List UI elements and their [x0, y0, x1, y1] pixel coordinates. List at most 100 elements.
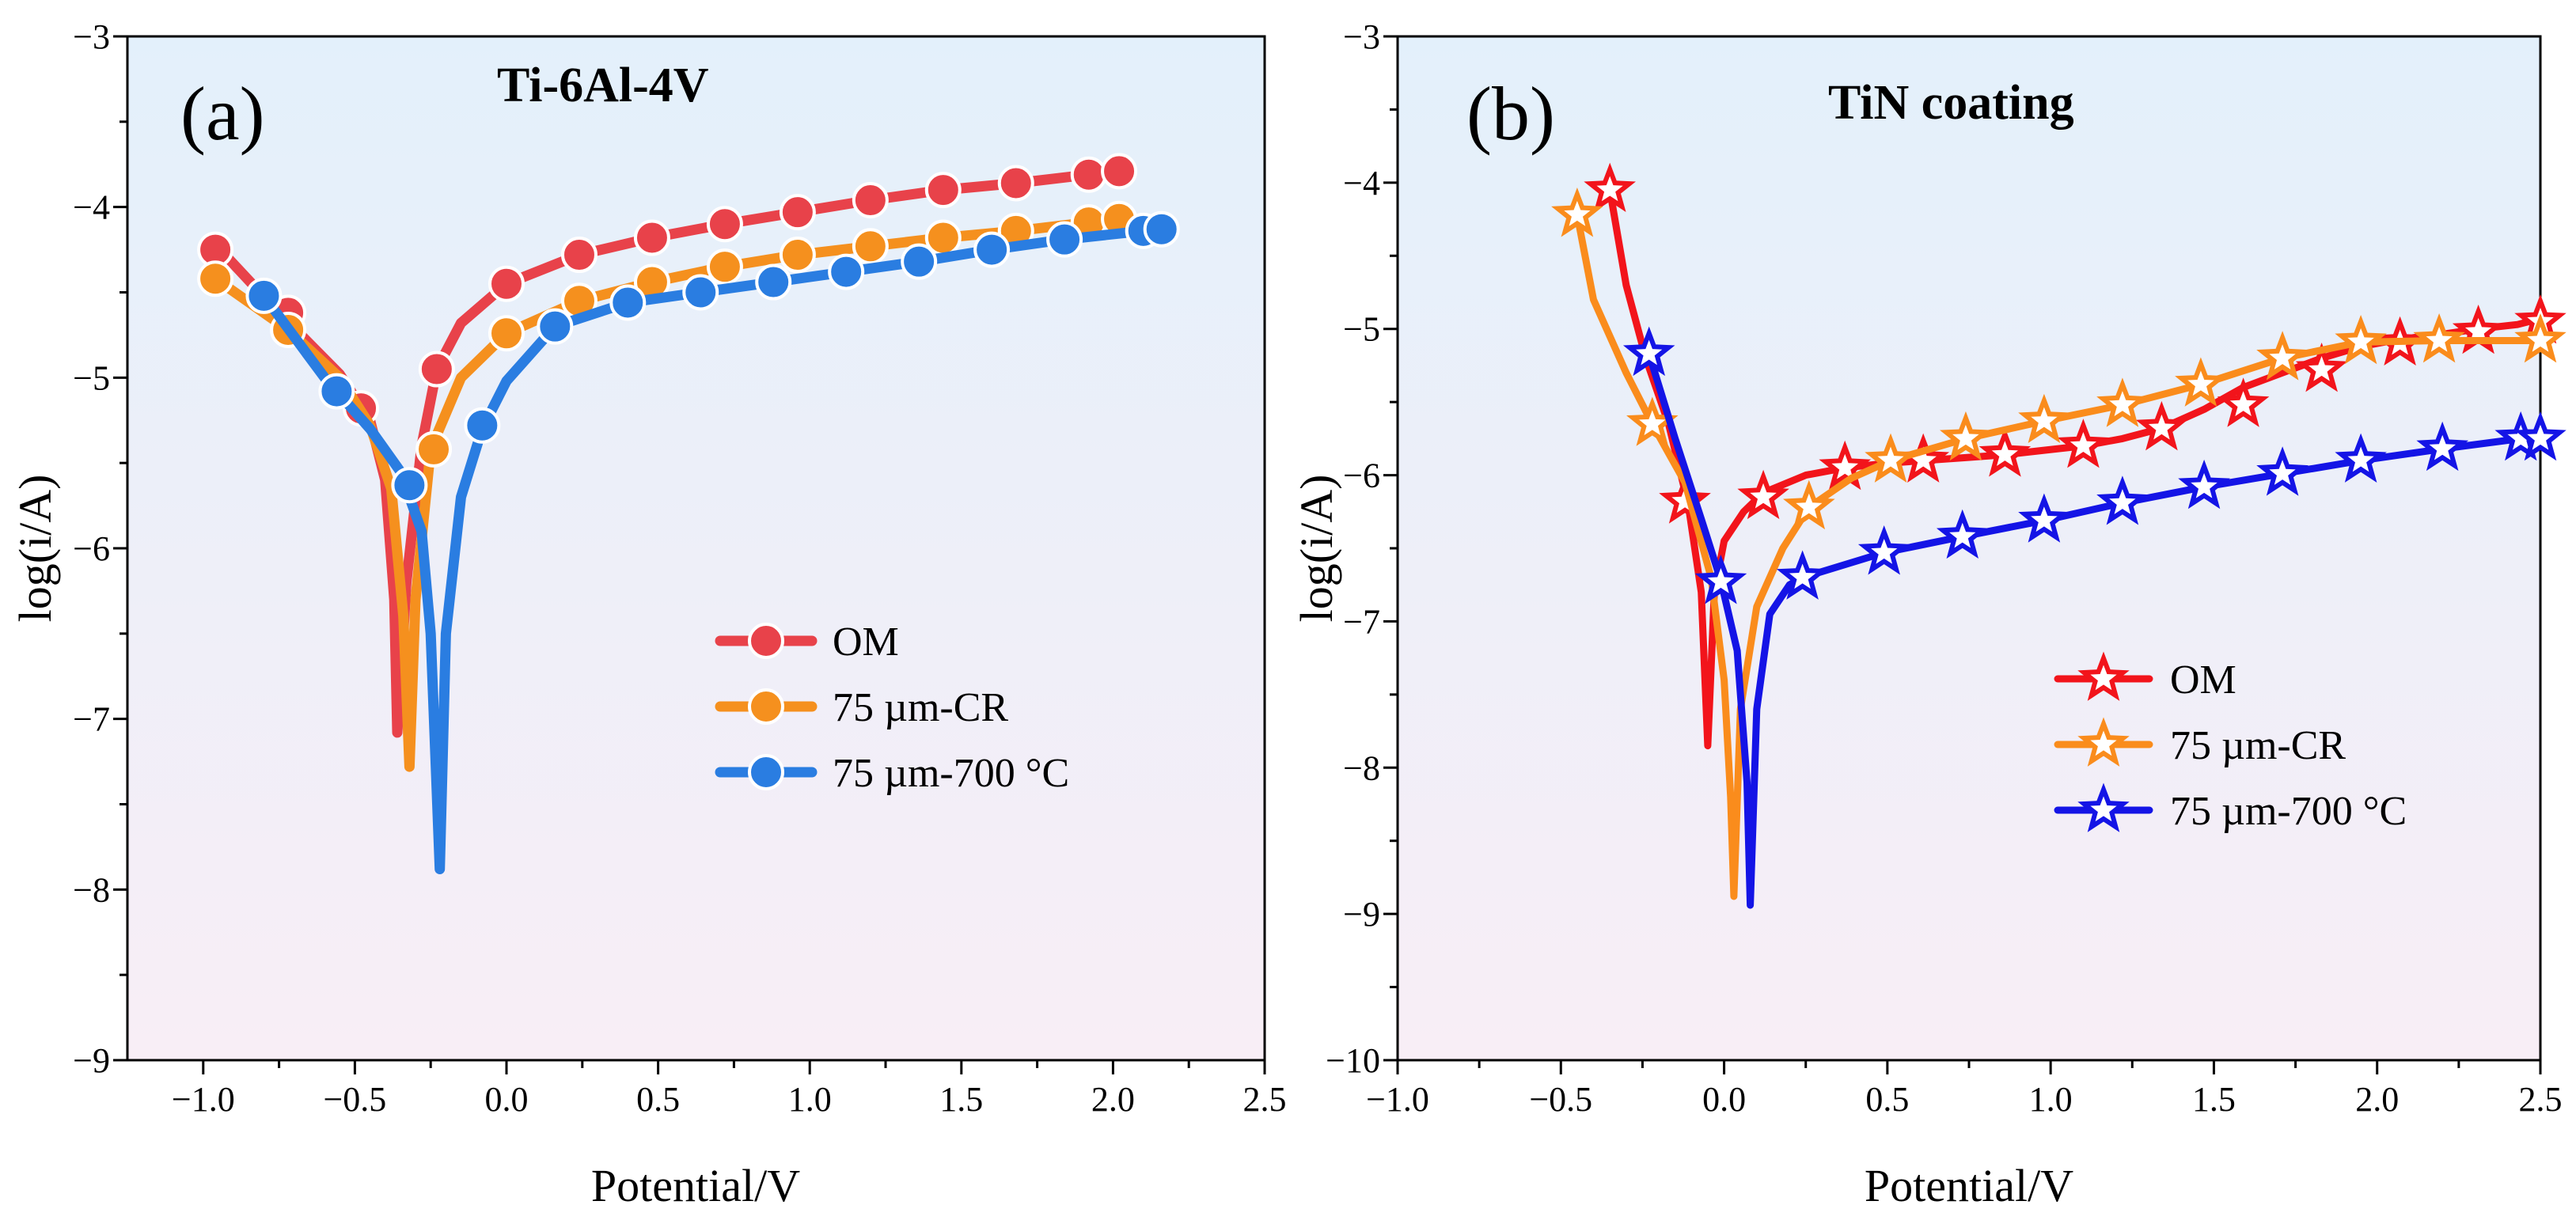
data-point — [2256, 331, 2309, 381]
x-tick-label: 2.5 — [2519, 1080, 2563, 1119]
x-ticks-a: −1.0 −0.5 0.0 0.5 1.0 1.5 2.0 2.5 — [172, 1060, 1287, 1119]
x-tick-label: 2.0 — [1091, 1080, 1135, 1119]
data-point — [488, 315, 525, 352]
x-tick-label: 0.0 — [485, 1080, 529, 1119]
plot-area-a — [126, 35, 1266, 1062]
data-point — [245, 277, 283, 314]
data-point — [2057, 419, 2110, 468]
chart-panel-a: −1.0 −0.5 0.0 0.5 1.0 1.5 2.0 2.5 −9−8−7−6−5−4−… — [9, 17, 1287, 1211]
x-tick-label: 1.5 — [2192, 1080, 2236, 1119]
data-point — [828, 253, 865, 290]
data-point — [391, 467, 428, 504]
x-tick-label: 2.5 — [1243, 1080, 1287, 1119]
x-tick-label: −1.0 — [1366, 1080, 1429, 1119]
data-point — [488, 265, 525, 302]
legend-marker — [748, 754, 784, 790]
data-point — [852, 182, 889, 219]
y-tick-label: −8 — [73, 870, 110, 909]
y-tick-label: −3 — [1343, 17, 1380, 56]
data-point — [197, 260, 234, 297]
y-tick-label: −9 — [73, 1041, 110, 1080]
y-tick-label: −5 — [73, 358, 110, 397]
legend-marker — [748, 623, 784, 659]
y-tick-label: −4 — [73, 188, 110, 227]
y-tick-label: −5 — [1343, 310, 1380, 349]
data-point — [2178, 459, 2230, 510]
x-tick-label: 1.0 — [2029, 1080, 2073, 1119]
x-tick-label: −0.5 — [1529, 1080, 1592, 1119]
data-point — [706, 248, 743, 286]
data-point — [415, 430, 453, 468]
data-point — [901, 243, 938, 280]
data-point — [924, 172, 962, 209]
legend-marker — [2077, 717, 2130, 767]
data-point — [755, 263, 792, 301]
chart-panel-b: −1.0 −0.5 0.0 0.5 1.0 1.5 2.0 2.5 −10 −9 −8 −7 −6 −5… — [1291, 17, 2567, 1211]
data-point — [1783, 479, 1835, 530]
x-ticks-b: −1.0 −0.5 0.0 0.5 1.0 1.5 2.0 2.5 — [1366, 1060, 2563, 1119]
data-point — [633, 219, 670, 256]
data-point — [1936, 509, 1989, 559]
legend-b: OM 75 µm-CR 75 µm-700 °C — [2054, 651, 2407, 834]
series-b — [1551, 162, 2567, 909]
data-point — [1101, 153, 1138, 190]
data-point — [560, 237, 598, 274]
y-ticks-a: −9 −8 −7 −6 −5 −4 −3 — [73, 17, 127, 1080]
data-point — [1865, 433, 1917, 483]
data-point — [418, 350, 455, 388]
data-point — [2514, 411, 2567, 461]
data-point — [1819, 440, 1872, 491]
data-point — [537, 308, 574, 345]
data-point — [1857, 525, 1910, 575]
legend-label: 75 µm-CR — [833, 685, 1008, 730]
data-point — [1046, 221, 1083, 258]
y-tick-label: −8 — [1343, 748, 1380, 787]
y-tick-label: −4 — [1343, 164, 1380, 203]
data-point — [1940, 411, 1992, 461]
data-point — [1737, 469, 1789, 520]
legend-label: 75 µm-700 °C — [2170, 789, 2407, 834]
x-tick-label: 0.0 — [1702, 1080, 1746, 1119]
data-point — [1978, 427, 2032, 477]
data-point — [1659, 474, 1711, 524]
x-tick-label: 1.5 — [939, 1080, 983, 1119]
data-point — [2175, 357, 2227, 407]
legend-label: OM — [833, 619, 899, 665]
data-point — [852, 228, 889, 265]
x-tick-label: 2.0 — [2355, 1080, 2399, 1119]
panel-label-b: (b) — [1466, 71, 1555, 156]
y-tick-label: −10 — [1326, 1041, 1380, 1080]
y-tick-label: −6 — [73, 529, 110, 568]
legend-marker — [2077, 651, 2130, 701]
data-point — [706, 206, 743, 243]
x-tick-label: −1.0 — [172, 1080, 235, 1119]
chart-title-b: TiN coating — [1828, 76, 2074, 130]
data-point — [2335, 314, 2387, 365]
data-point — [1584, 162, 1636, 212]
data-point — [2256, 446, 2309, 496]
data-point — [464, 407, 501, 444]
legend-label: OM — [2170, 657, 2236, 703]
data-point — [609, 284, 647, 321]
y-ticks-b: −10 −9 −8 −7 −6 −5 −4 −3 — [1326, 17, 1398, 1080]
data-point — [2018, 393, 2070, 444]
data-point — [1776, 550, 1829, 600]
x-tick-label: −0.5 — [323, 1080, 386, 1119]
panel-label-a: (a) — [180, 71, 265, 156]
data-point — [2096, 377, 2149, 427]
legend-a: OM 75 µm-CR 75 µm-700 °C — [715, 619, 1069, 796]
data-point — [2514, 313, 2567, 363]
x-tick-label: 0.5 — [636, 1080, 680, 1119]
data-point — [779, 194, 816, 231]
data-point — [1622, 326, 1675, 377]
data-point — [2018, 493, 2070, 543]
x-axis-title-a: Potential/V — [591, 1160, 800, 1211]
y-axis-title-a: log(i/A) — [9, 475, 61, 623]
data-point — [2413, 313, 2465, 363]
data-point — [682, 274, 719, 311]
data-point — [1551, 188, 1603, 237]
series-a — [197, 153, 1180, 874]
data-point — [2096, 475, 2149, 525]
data-point — [2217, 377, 2270, 427]
